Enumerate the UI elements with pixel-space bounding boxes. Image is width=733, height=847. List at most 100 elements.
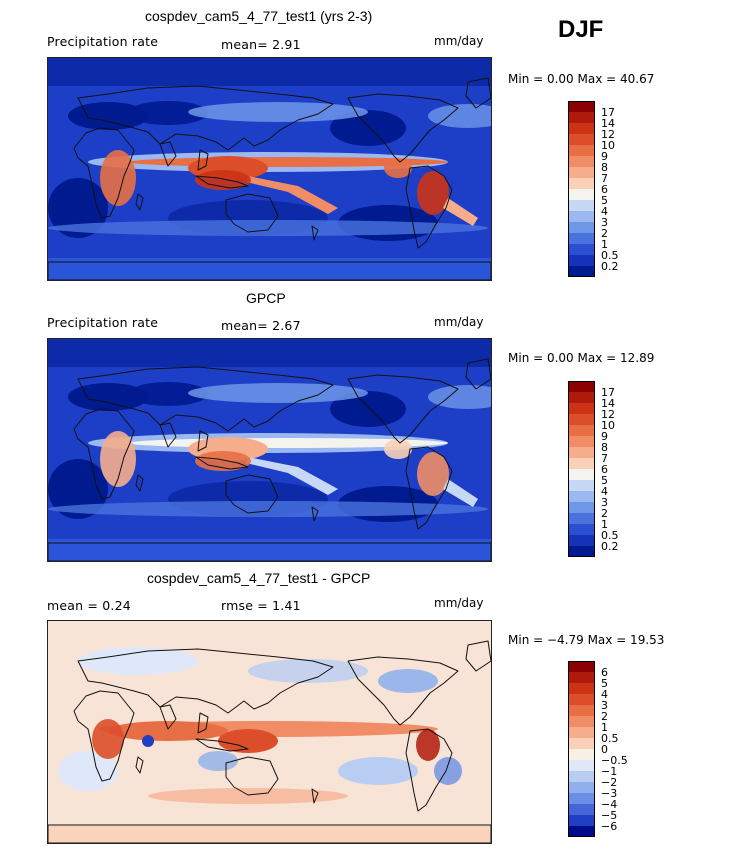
colorbar-level-label: 17 — [601, 385, 615, 399]
coastline — [48, 542, 491, 561]
colorbar-level-label: 2 — [601, 226, 608, 240]
coastline — [405, 728, 453, 812]
coastline — [347, 656, 459, 726]
colorbar-level-label: 2 — [601, 506, 608, 520]
colorbar-level-label: 3 — [601, 698, 608, 712]
colorbar-level-label: 5 — [601, 473, 608, 487]
panel-2-minmax: Min = 0.00 Max = 12.89 — [508, 351, 655, 365]
colorbar-level-label: 3 — [601, 215, 608, 229]
colorbar-level-label: 5 — [601, 676, 608, 690]
panel-3-minmax: Min = −4.79 Max = 19.53 — [508, 633, 665, 647]
panel-1-minmax: Min = 0.00 Max = 40.67 — [508, 72, 655, 86]
colorbar-level-label: 8 — [601, 160, 608, 174]
colorbar-frame — [568, 661, 595, 837]
colorbar-level-label: 9 — [601, 429, 608, 443]
panel-1-variable-label: Precipitation rate — [47, 34, 159, 49]
colorbar-level-label: −3 — [601, 786, 618, 800]
colorbar-level-label: 0.2 — [601, 539, 619, 553]
season-label: DJF — [558, 16, 604, 43]
colorbar-level-label: 8 — [601, 440, 608, 454]
colorbar-level-label: 17 — [601, 105, 615, 119]
colorbar-level-label: 4 — [601, 687, 608, 701]
colorbar-level-label: 6 — [601, 665, 608, 679]
colorbar-frame — [568, 101, 595, 277]
panel-1-title: cospdev_cam5_4_77_test1 (yrs 2-3) — [145, 8, 373, 24]
coastline — [77, 366, 334, 432]
colorbar-level-label: 6 — [601, 462, 608, 476]
colorbar-level-label: 4 — [601, 204, 608, 218]
coastline — [225, 474, 279, 514]
coastline — [135, 756, 144, 774]
panel-2-variable-label: Precipitation rate — [47, 315, 159, 330]
colorbar-level-label: 0.2 — [601, 259, 619, 273]
colorbar-level-label: 14 — [601, 116, 615, 130]
panel-2-units: mm/day — [434, 315, 484, 329]
coastline — [405, 446, 453, 530]
coastline — [405, 165, 453, 249]
coastline — [73, 690, 135, 782]
colorbar-level-label: 10 — [601, 138, 615, 152]
coastline — [159, 422, 177, 448]
colorbar-level-label: 3 — [601, 495, 608, 509]
colorbar-level-label: 0.5 — [601, 248, 619, 262]
coastline — [347, 374, 459, 444]
colorbar-level-label: 10 — [601, 418, 615, 432]
coastline — [225, 193, 279, 233]
colorbar-level-label: 12 — [601, 407, 615, 421]
coastline — [347, 93, 459, 163]
colorbar-level-label: 1 — [601, 720, 608, 734]
colorbar-level-label: 2 — [601, 709, 608, 723]
colorbar-level-label: 0.5 — [601, 528, 619, 542]
coastline — [48, 824, 491, 843]
coastline — [73, 408, 135, 500]
panel-1-units: mm/day — [434, 34, 484, 48]
coastline — [135, 474, 144, 492]
coastline — [195, 738, 249, 752]
coastline — [197, 149, 209, 171]
colorbar-level-label: 1 — [601, 237, 608, 251]
coastline — [77, 85, 334, 151]
coastline — [225, 756, 279, 796]
colorbar-level-label: −0.5 — [601, 753, 628, 767]
panel-3-rmse: rmse = 1.41 — [221, 598, 301, 613]
panel-2-map — [47, 338, 492, 562]
coastline — [159, 141, 177, 167]
colorbar-level-label: 0.5 — [601, 731, 619, 745]
panel-3-units: mm/day — [434, 596, 484, 610]
colorbar-frame — [568, 381, 595, 557]
coastline — [465, 358, 491, 390]
coastline — [311, 225, 319, 241]
coastline — [311, 506, 319, 522]
panel-1-mean: mean= 2.91 — [221, 37, 301, 52]
colorbar-level-label: 14 — [601, 396, 615, 410]
coastline — [465, 77, 491, 109]
panel-2-title: GPCP — [246, 290, 286, 306]
panel-2-mean: mean= 2.67 — [221, 318, 301, 333]
colorbar-level-label: −6 — [601, 819, 618, 833]
colorbar-level-label: 1 — [601, 517, 608, 531]
coastline — [465, 640, 491, 672]
coastline — [195, 456, 249, 470]
coastline — [311, 788, 319, 804]
coastline — [197, 430, 209, 452]
coastline — [195, 175, 249, 189]
panel-3-map — [47, 620, 492, 844]
panel-3-mean: mean = 0.24 — [47, 598, 131, 613]
colorbar-level-label: 4 — [601, 484, 608, 498]
colorbar-level-label: 7 — [601, 451, 608, 465]
coastline — [73, 127, 135, 219]
panel-1-map — [47, 57, 492, 281]
colorbar-level-label: −4 — [601, 797, 618, 811]
colorbar-level-label: 9 — [601, 149, 608, 163]
colorbar-level-label: 0 — [601, 742, 608, 756]
coastline — [159, 704, 177, 730]
coastline — [135, 193, 144, 211]
colorbar-level-label: −1 — [601, 764, 618, 778]
colorbar-level-label: 6 — [601, 182, 608, 196]
colorbar-level-label: −2 — [601, 775, 618, 789]
panel-3-title: cospdev_cam5_4_77_test1 - GPCP — [147, 570, 371, 586]
colorbar-level-label: −5 — [601, 808, 618, 822]
colorbar-level-label: 12 — [601, 127, 615, 141]
coastline — [77, 648, 334, 714]
coastline — [48, 261, 491, 280]
